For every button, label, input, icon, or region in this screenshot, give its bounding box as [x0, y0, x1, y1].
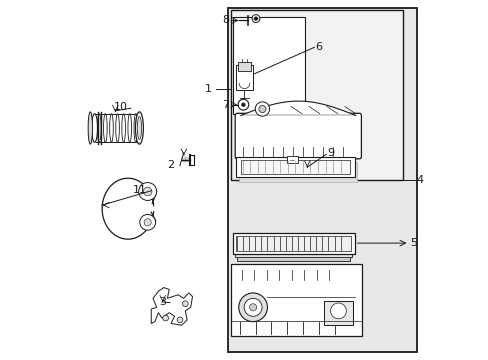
Ellipse shape — [135, 112, 143, 144]
Bar — [230, 264, 361, 336]
Ellipse shape — [97, 114, 101, 142]
Ellipse shape — [137, 117, 142, 139]
Bar — [234, 236, 352, 257]
Text: 10: 10 — [113, 102, 127, 112]
Bar — [236, 157, 354, 177]
Text: 6: 6 — [314, 42, 322, 52]
Circle shape — [182, 301, 188, 307]
Circle shape — [254, 17, 257, 21]
Circle shape — [139, 183, 156, 201]
Bar — [324, 301, 352, 324]
Bar — [286, 156, 297, 163]
Text: 2: 2 — [167, 159, 174, 170]
Bar — [238, 62, 250, 71]
Text: 3: 3 — [159, 297, 166, 307]
Circle shape — [143, 187, 152, 196]
Text: 5: 5 — [410, 238, 417, 248]
Circle shape — [249, 304, 256, 311]
Ellipse shape — [103, 114, 107, 142]
Bar — [232, 233, 354, 253]
Text: 7: 7 — [222, 100, 228, 110]
Bar — [232, 233, 354, 253]
Circle shape — [144, 219, 151, 226]
Circle shape — [238, 293, 267, 321]
Circle shape — [177, 317, 183, 323]
Text: 1: 1 — [205, 84, 212, 94]
Circle shape — [251, 15, 260, 23]
Circle shape — [241, 103, 244, 107]
FancyBboxPatch shape — [235, 113, 361, 159]
Text: 4: 4 — [416, 175, 423, 185]
Circle shape — [258, 105, 265, 113]
Bar — [233, 17, 304, 114]
Text: 8: 8 — [222, 15, 228, 26]
Ellipse shape — [88, 112, 92, 144]
Circle shape — [163, 315, 168, 321]
Ellipse shape — [128, 114, 131, 142]
Text: 11: 11 — [133, 185, 147, 195]
Circle shape — [238, 99, 248, 110]
Ellipse shape — [116, 114, 119, 142]
Ellipse shape — [92, 114, 97, 142]
Polygon shape — [151, 288, 192, 325]
Bar — [239, 162, 357, 182]
Bar — [240, 160, 349, 174]
Ellipse shape — [109, 114, 113, 142]
Bar — [230, 10, 402, 180]
Bar — [236, 235, 350, 251]
Ellipse shape — [134, 114, 137, 142]
Circle shape — [330, 303, 346, 319]
Circle shape — [244, 298, 262, 316]
Circle shape — [140, 215, 155, 230]
Bar — [235, 65, 253, 90]
Circle shape — [255, 102, 269, 116]
Text: 9: 9 — [326, 148, 333, 158]
Bar — [237, 240, 349, 261]
Bar — [228, 8, 416, 352]
Ellipse shape — [122, 114, 125, 142]
